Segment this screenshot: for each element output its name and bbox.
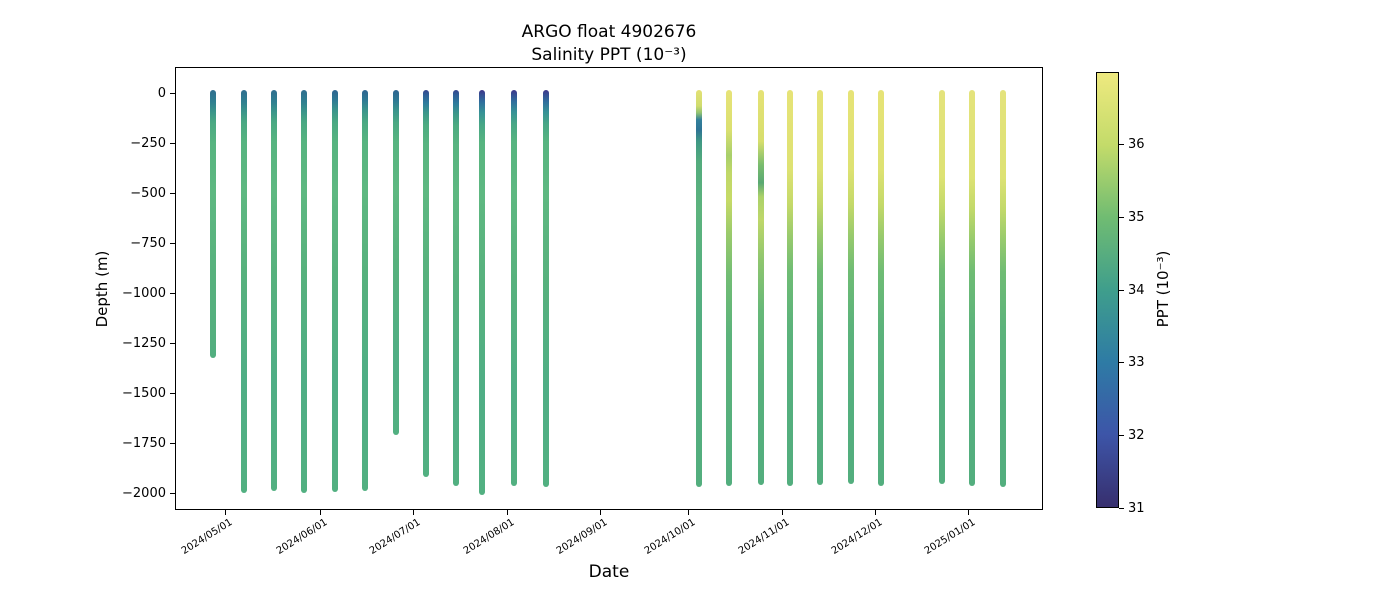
- profile-column-2024-06-06: [332, 90, 338, 492]
- profile-column-2024-11-03: [787, 90, 793, 486]
- profile-column-2024-06-16: [362, 90, 368, 491]
- colorbar-label: PPT (10⁻³): [1154, 250, 1172, 328]
- plot-area: [175, 67, 1043, 510]
- y-axis-tick-label: −500: [130, 185, 166, 201]
- x-axis-tick: [781, 510, 783, 515]
- colorbar-tick: [1119, 507, 1124, 509]
- y-axis-tick: [170, 292, 175, 294]
- profile-column-2024-10-14: [726, 90, 732, 486]
- y-axis-tick-label: −1750: [122, 435, 166, 451]
- profile-column-2025-01-02: [969, 90, 975, 486]
- y-axis-tick: [170, 242, 175, 244]
- x-axis-tick: [874, 510, 876, 515]
- colorbar-tick: [1119, 216, 1124, 219]
- x-axis-tick-label: 2024/11/01: [737, 517, 792, 557]
- x-axis-tick-label: 2024/09/01: [555, 517, 610, 557]
- profile-column-2024-08-15: [543, 90, 549, 487]
- x-axis-tick-label: 2024/12/01: [830, 517, 885, 557]
- x-axis-tick: [687, 510, 689, 515]
- profile-column-2024-10-04: [696, 90, 702, 487]
- y-axis-tick-label: −2000: [122, 485, 166, 501]
- profile-column-2024-06-26: [393, 90, 399, 435]
- profile-column-2024-11-13: [817, 90, 823, 485]
- x-axis-tick-label: 2025/01/01: [923, 517, 978, 557]
- y-axis-tick-label: −1250: [122, 335, 166, 351]
- chart-subtitle: Salinity PPT (10⁻³): [531, 45, 687, 65]
- y-axis-tick: [170, 442, 175, 444]
- y-axis-tick: [170, 142, 175, 144]
- x-axis-tick: [599, 510, 601, 515]
- profile-column-2024-07-06: [423, 90, 429, 477]
- x-axis-tick: [967, 510, 969, 515]
- colorbar-tick: [1119, 289, 1124, 291]
- y-axis-tick-label: −250: [130, 135, 166, 151]
- colorbar-tick-label: 35: [1128, 209, 1145, 225]
- colorbar: [1096, 72, 1119, 508]
- y-axis-tick: [170, 92, 175, 94]
- profile-column-2024-12-23: [939, 90, 945, 484]
- y-axis-tick-label: −750: [130, 235, 166, 251]
- colorbar-tick-label: 33: [1128, 355, 1145, 371]
- y-axis-tick: [170, 492, 175, 494]
- profile-column-2024-11-23: [848, 90, 854, 484]
- profile-column-2024-07-16: [453, 90, 459, 486]
- y-axis-tick-label: −1000: [122, 285, 166, 301]
- colorbar-tick-label: 32: [1128, 427, 1145, 443]
- profile-column-2024-12-03: [878, 90, 884, 486]
- profile-column-2025-01-12: [1000, 90, 1006, 487]
- profile-column-2024-08-05: [511, 90, 517, 486]
- chart-title: ARGO float 4902676: [521, 22, 697, 42]
- profile-column-2024-04-27: [210, 90, 216, 358]
- colorbar-tick-label: 31: [1128, 500, 1145, 516]
- profile-column-2024-07-25: [479, 90, 485, 495]
- y-axis-tick: [170, 392, 175, 394]
- profile-column-2024-05-27: [301, 90, 307, 493]
- x-axis-tick: [506, 510, 508, 515]
- x-axis-tick-label: 2024/07/01: [368, 517, 423, 557]
- x-axis-tick-label: 2024/06/01: [275, 517, 330, 557]
- colorbar-tick: [1119, 434, 1124, 437]
- x-axis-tick: [224, 510, 226, 515]
- colorbar-tick-label: 36: [1128, 137, 1145, 153]
- profile-column-2024-05-07: [241, 90, 247, 493]
- colorbar-tick-label: 34: [1128, 282, 1145, 298]
- x-axis-tick-label: 2024/10/01: [643, 517, 698, 557]
- x-axis-tick: [412, 510, 414, 515]
- y-axis-tick-label: −1500: [122, 385, 166, 401]
- y-axis-tick: [170, 342, 175, 344]
- colorbar-tick: [1119, 362, 1124, 364]
- x-axis-label: Date: [588, 562, 630, 582]
- profile-column-2024-05-17: [271, 90, 277, 491]
- y-axis-tick: [170, 192, 175, 194]
- x-axis-tick-label: 2024/05/01: [180, 517, 235, 557]
- x-axis-tick-label: 2024/08/01: [462, 517, 517, 557]
- x-axis-tick: [319, 510, 321, 515]
- y-axis-tick-label: 0: [157, 85, 166, 101]
- profile-column-2024-10-24: [758, 90, 764, 485]
- colorbar-tick: [1119, 144, 1124, 146]
